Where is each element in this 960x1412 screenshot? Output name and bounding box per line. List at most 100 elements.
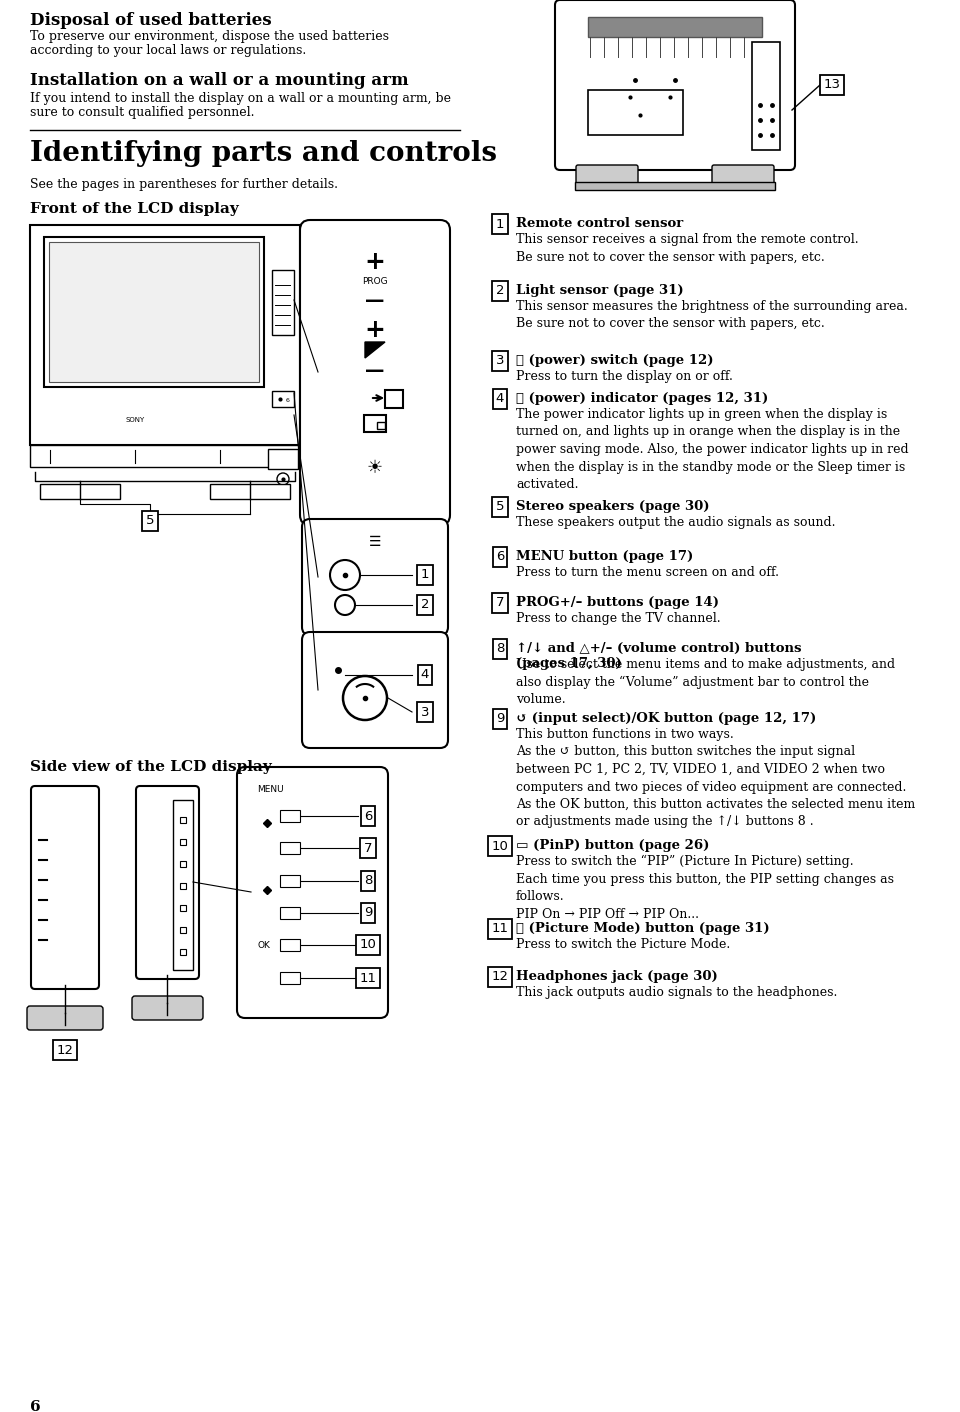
Text: Disposal of used batteries: Disposal of used batteries <box>30 11 272 30</box>
Text: —: — <box>366 360 385 380</box>
Circle shape <box>330 561 360 590</box>
Text: 5: 5 <box>146 514 155 528</box>
Bar <box>44 237 264 387</box>
Text: MENU button (page 17): MENU button (page 17) <box>516 551 693 563</box>
Text: 4: 4 <box>420 668 429 682</box>
Text: 1: 1 <box>420 569 429 582</box>
Text: If you intend to install the display on a wall or a mounting arm, be: If you intend to install the display on … <box>30 92 451 104</box>
Text: ✦ (Picture Mode) button (page 31): ✦ (Picture Mode) button (page 31) <box>516 922 770 935</box>
Bar <box>40 484 120 498</box>
Text: according to your local laws or regulations.: according to your local laws or regulati… <box>30 44 306 56</box>
Text: Press to turn the menu screen on and off.: Press to turn the menu screen on and off… <box>516 566 779 579</box>
Bar <box>588 17 762 37</box>
Text: Press to change the TV channel.: Press to change the TV channel. <box>516 611 721 626</box>
Bar <box>575 182 775 191</box>
Text: Light sensor (page 31): Light sensor (page 31) <box>516 284 684 297</box>
FancyBboxPatch shape <box>27 1005 103 1029</box>
FancyBboxPatch shape <box>132 995 203 1019</box>
Text: 11: 11 <box>359 971 376 984</box>
FancyBboxPatch shape <box>576 165 638 186</box>
Text: Installation on a wall or a mounting arm: Installation on a wall or a mounting arm <box>30 72 409 89</box>
Text: 10: 10 <box>492 840 509 853</box>
Text: This sensor measures the brightness of the surrounding area.
Be sure not to cove: This sensor measures the brightness of t… <box>516 299 908 330</box>
Text: 2: 2 <box>420 599 429 611</box>
Bar <box>280 810 300 822</box>
FancyBboxPatch shape <box>712 165 774 186</box>
Text: ↺ (input select)/OK button (page 12, 17): ↺ (input select)/OK button (page 12, 17) <box>516 712 816 724</box>
FancyBboxPatch shape <box>31 786 99 988</box>
Text: ☰: ☰ <box>369 535 381 549</box>
FancyBboxPatch shape <box>237 767 388 1018</box>
Text: ☀: ☀ <box>367 459 383 477</box>
Text: To preserve our environment, dispose the used batteries: To preserve our environment, dispose the… <box>30 30 389 42</box>
Text: SONY: SONY <box>126 417 145 424</box>
Bar <box>385 390 403 408</box>
Text: 6: 6 <box>30 1401 40 1412</box>
Text: Press to switch the “PIP” (Picture In Picture) setting.
Each time you press this: Press to switch the “PIP” (Picture In Pi… <box>516 856 894 921</box>
Text: This sensor receives a signal from the remote control.
Be sure not to cover the : This sensor receives a signal from the r… <box>516 233 858 264</box>
FancyBboxPatch shape <box>302 520 448 635</box>
FancyBboxPatch shape <box>136 786 199 979</box>
Text: These speakers output the audio signals as sound.: These speakers output the audio signals … <box>516 515 835 530</box>
FancyBboxPatch shape <box>300 220 450 525</box>
Text: Use to select the menu items and to make adjustments, and
also display the “Volu: Use to select the menu items and to make… <box>516 658 895 706</box>
Text: Identifying parts and controls: Identifying parts and controls <box>30 140 497 167</box>
Text: 1: 1 <box>495 217 504 230</box>
Text: Press to turn the display on or off.: Press to turn the display on or off. <box>516 370 732 383</box>
Text: The power indicator lights up in green when the display is
turned on, and lights: The power indicator lights up in green w… <box>516 408 908 491</box>
Text: +: + <box>365 318 385 342</box>
Bar <box>280 875 300 887</box>
FancyBboxPatch shape <box>302 633 448 748</box>
Text: 8: 8 <box>364 874 372 888</box>
FancyBboxPatch shape <box>555 0 795 169</box>
Bar <box>280 842 300 854</box>
Text: This button functions in two ways.
As the ↺ button, this button switches the inp: This button functions in two ways. As th… <box>516 729 915 829</box>
Text: 10: 10 <box>360 939 376 952</box>
Bar <box>49 241 259 383</box>
Text: 8: 8 <box>495 642 504 655</box>
Text: 6: 6 <box>495 551 504 563</box>
Bar <box>280 939 300 952</box>
Text: 5: 5 <box>495 500 504 514</box>
Text: 6: 6 <box>364 809 372 823</box>
Text: Remote control sensor: Remote control sensor <box>516 217 684 230</box>
Bar <box>364 415 386 432</box>
Text: 12: 12 <box>492 970 509 984</box>
Text: ↑/↓ and △+/– (volume control) buttons
(pages 17, 30): ↑/↓ and △+/– (volume control) buttons (p… <box>516 642 802 671</box>
Text: See the pages in parentheses for further details.: See the pages in parentheses for further… <box>30 178 338 191</box>
Bar <box>210 484 290 498</box>
Text: PROG: PROG <box>362 278 388 287</box>
Circle shape <box>343 676 387 720</box>
Circle shape <box>335 594 355 616</box>
Bar <box>272 270 294 335</box>
Text: 9: 9 <box>364 907 372 919</box>
Text: 6: 6 <box>286 398 290 404</box>
Text: MENU: MENU <box>257 785 283 794</box>
Bar <box>173 801 193 970</box>
Text: ⓤ (power) indicator (pages 12, 31): ⓤ (power) indicator (pages 12, 31) <box>516 393 768 405</box>
Text: 3: 3 <box>495 354 504 367</box>
Text: +: + <box>365 250 385 274</box>
Text: 13: 13 <box>824 79 841 92</box>
Bar <box>30 225 300 445</box>
Text: ⓤ (power) switch (page 12): ⓤ (power) switch (page 12) <box>516 354 713 367</box>
Bar <box>272 391 294 407</box>
Text: Front of the LCD display: Front of the LCD display <box>30 202 239 216</box>
Text: 11: 11 <box>492 922 509 936</box>
Text: ▭ (PinP) button (page 26): ▭ (PinP) button (page 26) <box>516 839 709 851</box>
Circle shape <box>277 473 289 484</box>
Text: PROG+/– buttons (page 14): PROG+/– buttons (page 14) <box>516 596 719 609</box>
Text: —: — <box>366 291 385 309</box>
Bar <box>588 90 683 136</box>
Bar <box>377 422 385 429</box>
Bar <box>268 449 298 469</box>
Text: Stereo speakers (page 30): Stereo speakers (page 30) <box>516 500 709 513</box>
Text: 7: 7 <box>364 842 372 854</box>
Text: Press to switch the Picture Mode.: Press to switch the Picture Mode. <box>516 938 731 952</box>
Text: 9: 9 <box>495 713 504 726</box>
Text: 7: 7 <box>495 596 504 610</box>
Bar <box>280 907 300 919</box>
Polygon shape <box>365 342 385 359</box>
Text: Headphones jack (page 30): Headphones jack (page 30) <box>516 970 718 983</box>
Text: This jack outputs audio signals to the headphones.: This jack outputs audio signals to the h… <box>516 986 837 1000</box>
